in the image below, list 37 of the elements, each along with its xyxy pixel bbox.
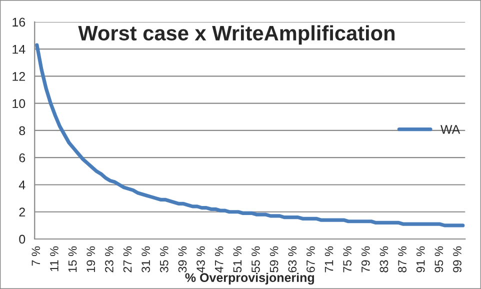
x-tick-label: 43 % <box>196 246 205 273</box>
x-tick-label: 31 % <box>142 246 150 272</box>
y-tick-label: 10 <box>12 99 26 108</box>
x-tick-label: 91 % <box>416 246 425 272</box>
x-tick-label: 35 % <box>160 246 168 272</box>
x-tick-label: 95 % <box>434 246 444 272</box>
y-tick-label: 8 <box>19 126 26 136</box>
x-tick-label: 27 % <box>123 246 132 272</box>
x-tick-label: 7 % <box>32 246 40 266</box>
x-tick-label: 71 % <box>324 246 334 272</box>
x-tick-label: 99 % <box>453 246 462 272</box>
y-tick-label: 0 <box>19 234 26 244</box>
y-tick-label: 12 <box>12 72 25 81</box>
y-tick-label: 4 <box>18 180 26 190</box>
x-tick-label: 59 % <box>270 246 278 272</box>
x-tick-label: 63 % <box>288 246 297 272</box>
x-tick-label: 83 % <box>380 246 388 272</box>
x-tick-label: 23 % <box>105 246 114 272</box>
chart-title: Worst case x WriteAmplification <box>78 25 394 45</box>
x-tick-label: 15 % <box>68 246 77 272</box>
x-tick-label: 47 % <box>214 246 224 273</box>
x-tick-label: 87 % <box>398 246 406 272</box>
x-tick-label: 75 % <box>343 246 352 272</box>
x-tick-label: 55 % <box>252 246 260 272</box>
y-tick-label: 14 <box>12 45 26 54</box>
x-tick-label: 11 % <box>50 246 58 272</box>
x-axis-title: % Overprovisjonering <box>185 272 314 285</box>
legend-label: WA <box>440 125 460 134</box>
x-tick-label: 19 % <box>86 246 96 272</box>
y-tick-label: 6 <box>19 153 26 162</box>
x-tick-label: 39 % <box>178 246 187 272</box>
x-tick-label: 51 % <box>233 246 242 272</box>
y-tick-label: 16 <box>12 18 26 27</box>
x-tick-label: 67 % <box>306 246 315 272</box>
y-tick-label: 2 <box>19 208 25 216</box>
x-tick-label: 79 % <box>361 246 370 272</box>
line-series <box>35 43 465 228</box>
